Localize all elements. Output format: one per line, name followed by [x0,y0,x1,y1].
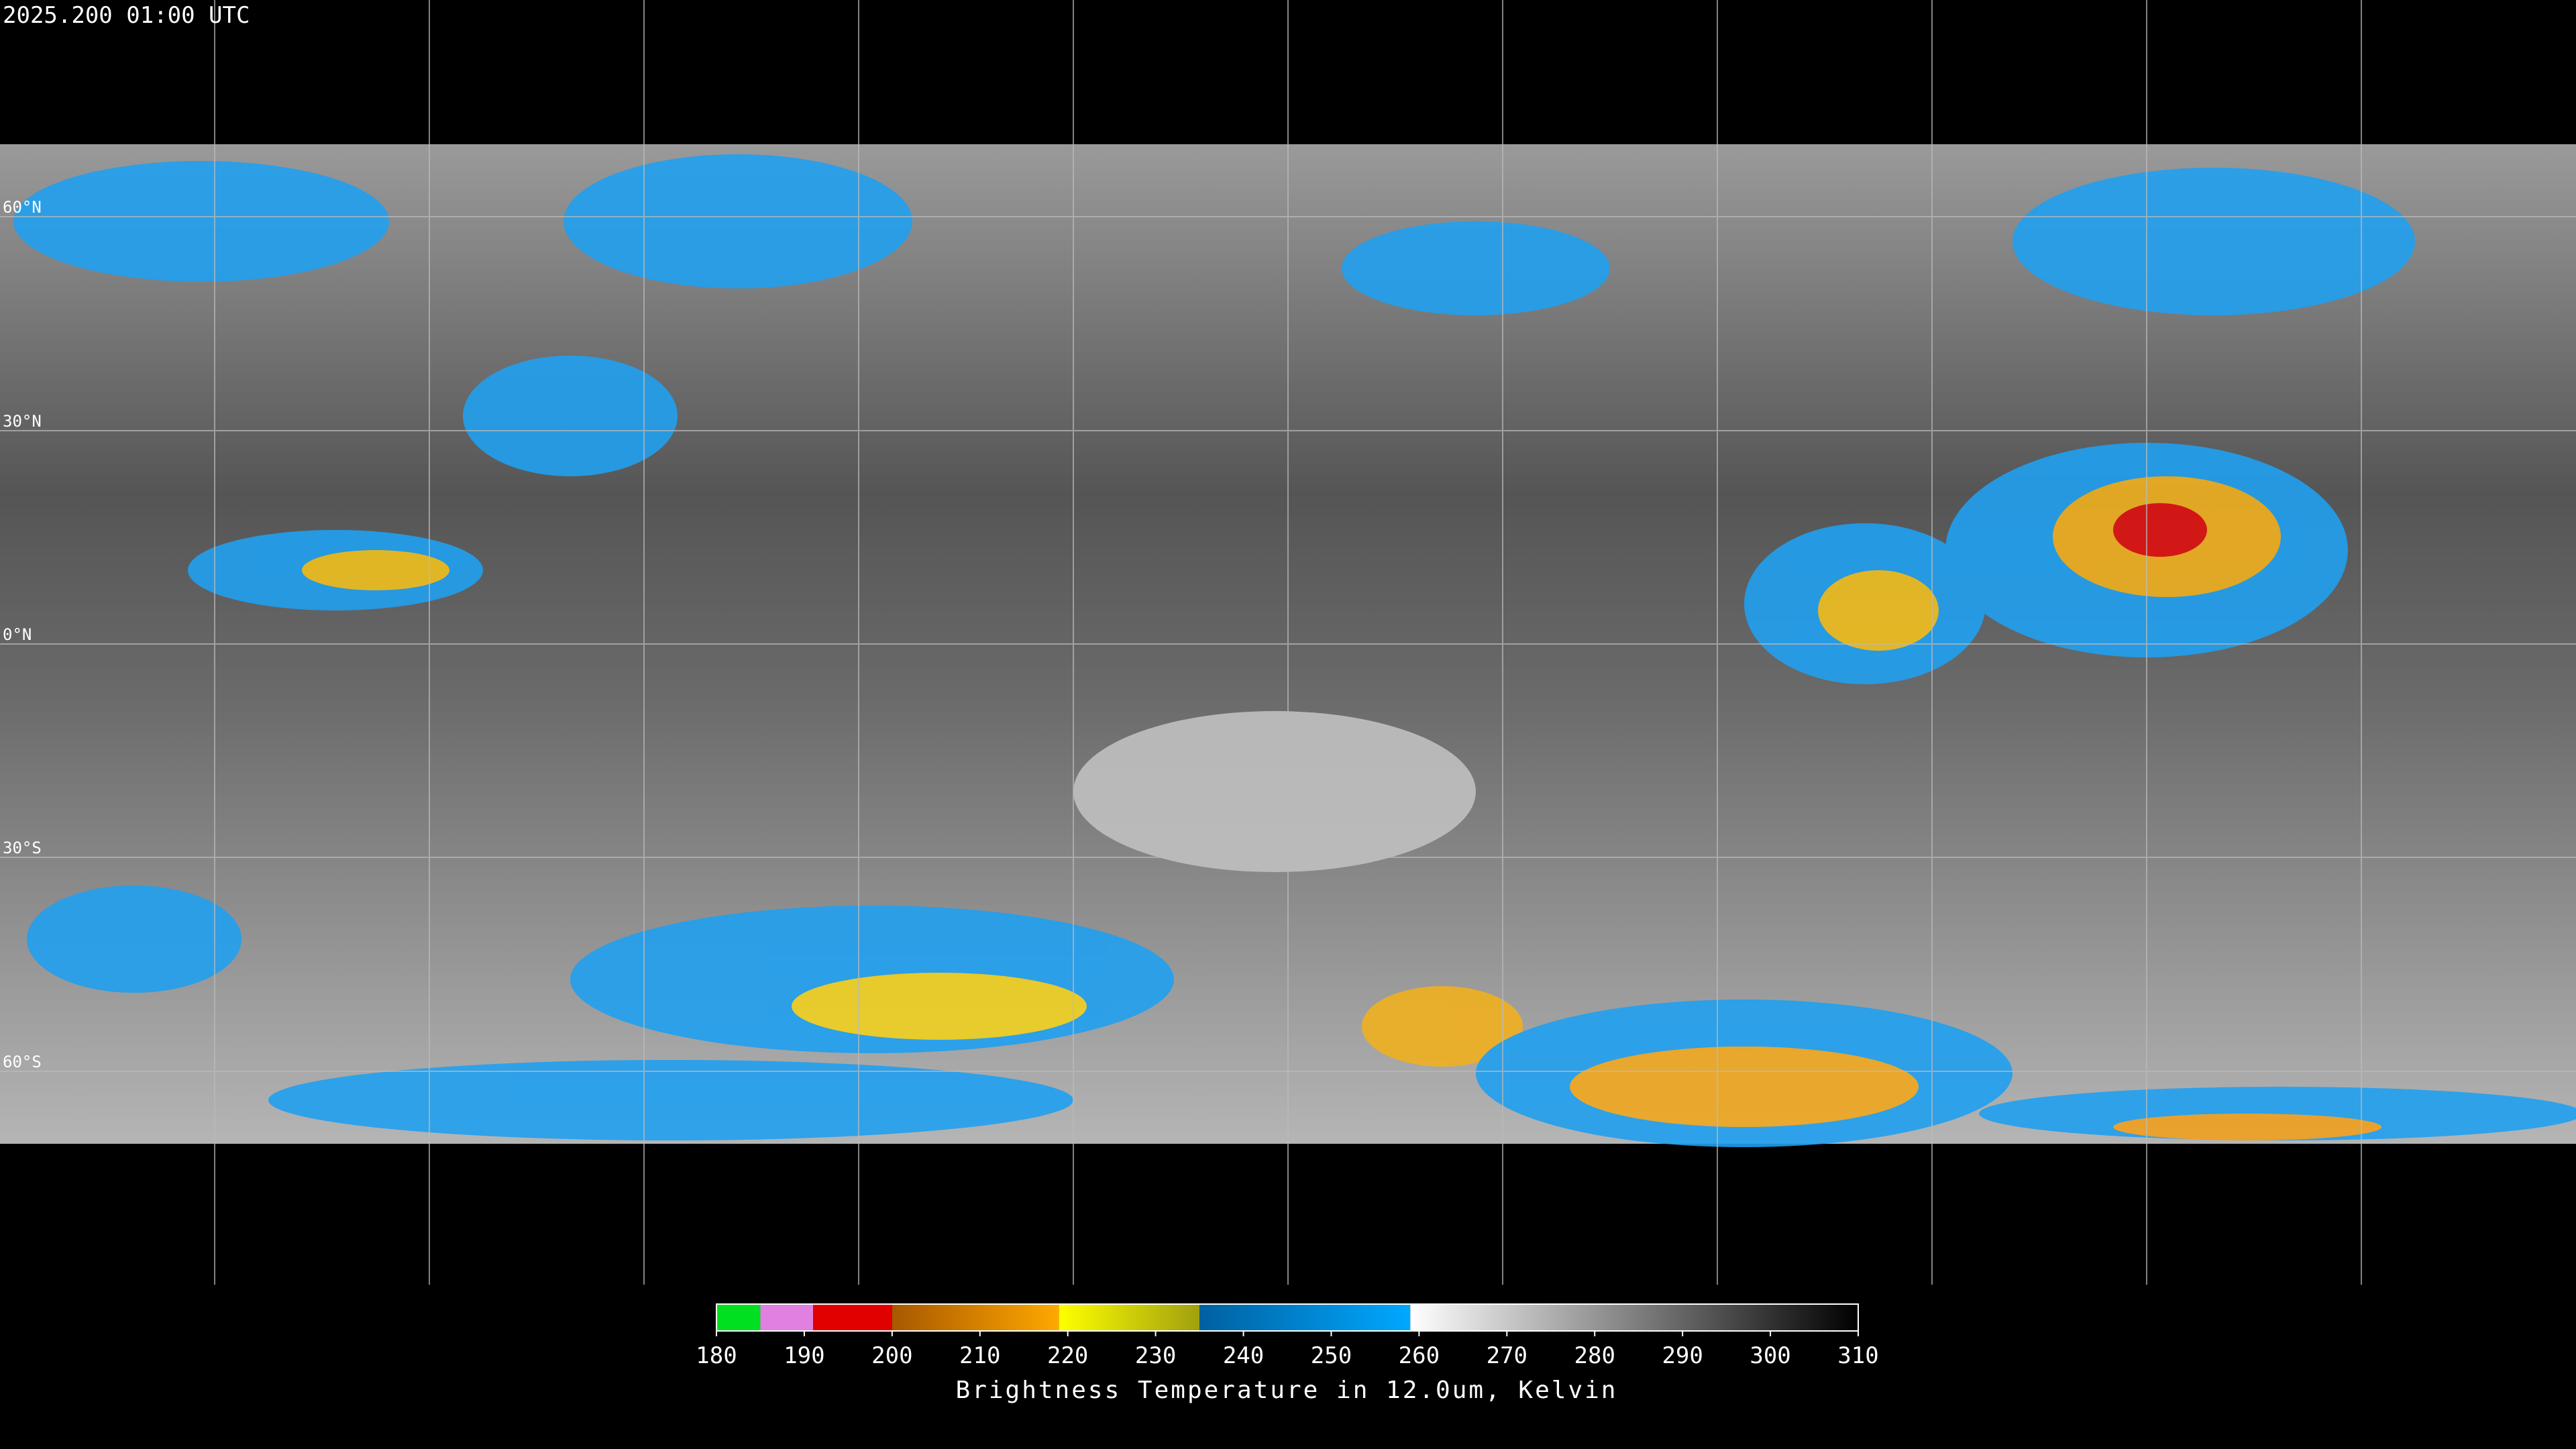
colorbar-tick-label: 310 [1837,1342,1878,1369]
colorbar-tick-label: 210 [959,1342,1000,1369]
lat-label: 30°S [3,839,42,857]
timestamp: 2025.200 01:00 UTC [3,2,250,29]
colorbar-label: Brightness Temperature in 12.0um, Kelvin [956,1377,1618,1404]
colorbar-frame [716,1303,1859,1332]
colorbar-tick-label: 240 [1223,1342,1264,1369]
colorbar-tick-label: 190 [784,1342,824,1369]
colorbar-segment [1059,1304,1200,1331]
colorbar-tick-label: 180 [696,1342,737,1369]
colorbar: 180 190 200 210 220 230 240 250 260 270 280 290 300 3… [696,1303,1879,1369]
colorbar-segment [760,1304,814,1331]
lat-label: 30°N [3,412,42,431]
latitude-labels: 60°N 30°N 0°N 30°S 60°S [3,198,42,1071]
colorbar-segment [716,1304,761,1331]
lat-label: 60°N [3,198,42,217]
colorbar-segment [1199,1304,1411,1331]
colorbar-tick-label: 250 [1311,1342,1352,1369]
lat-label: 60°S [3,1053,42,1071]
colorbar-tick-label: 290 [1662,1342,1703,1369]
colorbar-tick-label: 220 [1047,1342,1088,1369]
colorbar-segment [813,1304,892,1331]
colorbar-tick-label: 230 [1135,1342,1176,1369]
colorbar-segment [892,1304,1059,1331]
cloud-features [13,154,2576,1147]
colorbar-segment [1410,1304,1858,1331]
colorbar-tick-label: 200 [871,1342,912,1369]
graticule [0,0,2576,1285]
colorbar-tick-label: 270 [1487,1342,1527,1369]
colorbar-tick-label: 280 [1574,1342,1615,1369]
lat-label: 0°N [3,625,32,644]
colorbar-tick-label: 260 [1399,1342,1440,1369]
colorbar-tick-label: 300 [1750,1342,1790,1369]
